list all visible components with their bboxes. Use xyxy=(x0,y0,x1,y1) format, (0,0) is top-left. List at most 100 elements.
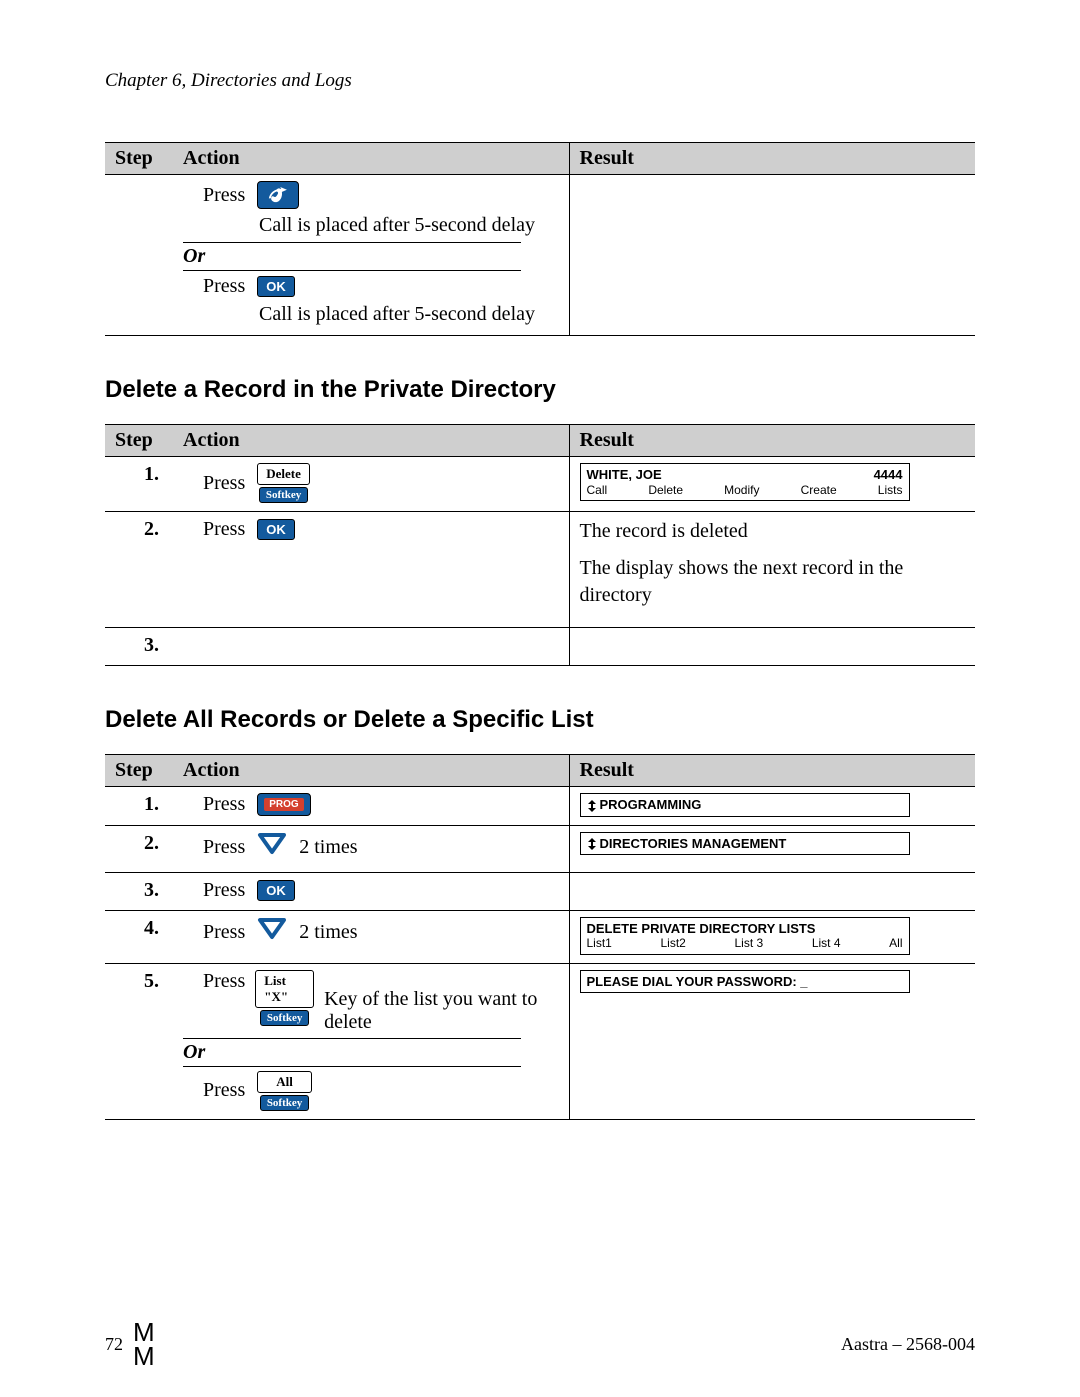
th-action: Action xyxy=(173,755,569,787)
press-label: Press xyxy=(183,1079,245,1102)
display-text: DIRECTORIES MANAGEMENT xyxy=(600,836,787,852)
phone-display: WHITE, JOE 4444 Call Delete Modify Creat… xyxy=(580,463,910,501)
display-opt: All xyxy=(889,936,902,950)
result-cell xyxy=(569,872,975,910)
call-button-icon xyxy=(257,181,299,209)
step-cell: 1. xyxy=(105,457,173,512)
display-name: WHITE, JOE xyxy=(587,467,662,483)
table-delete-all: Step Action Result 1. Press PROG xyxy=(105,754,975,1120)
th-result: Result xyxy=(569,755,975,787)
phone-display: DELETE PRIVATE DIRECTORY LISTS List1 Lis… xyxy=(580,917,910,955)
display-opt: List2 xyxy=(661,936,686,950)
press-label: Press xyxy=(183,879,245,902)
display-text: PROGRAMMING xyxy=(600,797,702,813)
th-result: Result xyxy=(569,425,975,457)
th-step: Step xyxy=(105,425,173,457)
display-title: DELETE PRIVATE DIRECTORY LISTS xyxy=(587,921,903,937)
display-opt: Call xyxy=(587,483,608,497)
page-footer: 72 MM Aastra – 2568-004 xyxy=(0,1320,1080,1369)
press-label: Press xyxy=(183,793,245,816)
action-note: Call is placed after 5-second delay xyxy=(183,302,559,327)
section-heading-delete-record: Delete a Record in the Private Directory xyxy=(105,376,975,404)
step-cell: 3. xyxy=(105,628,173,666)
phone-display: PROGRAMMING xyxy=(580,793,910,817)
press-label: Press xyxy=(183,184,245,207)
action-cell: Press Delete Softkey xyxy=(173,457,569,512)
press-label: Press xyxy=(183,970,245,993)
listx-softkey-icon: List "X" Softkey xyxy=(255,970,314,1026)
softkey-top-label: List "X" xyxy=(255,970,314,1008)
action-cell: Press 2 times xyxy=(173,825,569,872)
th-action: Action xyxy=(173,143,569,175)
result-cell: WHITE, JOE 4444 Call Delete Modify Creat… xyxy=(569,457,975,512)
th-step: Step xyxy=(105,143,173,175)
times-label: 2 times xyxy=(299,836,357,859)
updown-arrows-icon xyxy=(587,797,597,813)
section-heading-delete-all: Delete All Records or Delete a Specific … xyxy=(105,706,975,734)
softkey-bottom-label: Softkey xyxy=(260,1010,309,1026)
action-cell: Press Call is placed after 5-second dela… xyxy=(173,175,569,336)
result-cell: PROGRAMMING xyxy=(569,787,975,826)
phone-display: PLEASE DIAL YOUR PASSWORD: _ xyxy=(580,970,910,994)
step-cell: 4. xyxy=(105,910,173,963)
result-cell xyxy=(569,628,975,666)
step-cell: 1. xyxy=(105,787,173,826)
display-opt: List 4 xyxy=(812,936,841,950)
table-delete-record: Step Action Result 1. Press Delete Softk… xyxy=(105,424,975,666)
result-cell xyxy=(569,175,975,336)
prog-button-icon: PROG xyxy=(257,793,310,816)
action-cell: Press PROG xyxy=(173,787,569,826)
or-divider: Or xyxy=(183,242,521,271)
display-opt: Lists xyxy=(878,483,903,497)
display-number: 4444 xyxy=(874,467,903,483)
doc-reference: Aastra – 2568-004 xyxy=(841,1334,975,1355)
softkey-top-label: All xyxy=(257,1071,312,1093)
display-opt: List1 xyxy=(587,936,612,950)
action-cell: Press OK xyxy=(173,872,569,910)
press-label: Press xyxy=(183,518,245,541)
display-opt: List 3 xyxy=(735,936,764,950)
result-cell: DIRECTORIES MANAGEMENT xyxy=(569,825,975,872)
action-note: Call is placed after 5-second delay xyxy=(183,213,559,238)
th-result: Result xyxy=(569,143,975,175)
all-softkey-icon: All Softkey xyxy=(257,1071,312,1111)
page-number: 72 xyxy=(105,1334,123,1355)
action-cell: Press 2 times xyxy=(173,910,569,963)
th-step: Step xyxy=(105,755,173,787)
updown-arrows-icon xyxy=(587,836,597,852)
action-cell: Press List "X" Softkey Key of the list y… xyxy=(173,963,569,1119)
prog-label: PROG xyxy=(264,798,303,811)
logo-mm-icon: MM xyxy=(133,1320,155,1369)
down-arrow-icon xyxy=(257,917,287,949)
softkey-bottom-label: Softkey xyxy=(260,1095,309,1111)
chapter-header: Chapter 6, Directories and Logs xyxy=(105,70,975,92)
press-label: Press xyxy=(183,836,245,859)
display-opt: Create xyxy=(801,483,837,497)
step-cell: 2. xyxy=(105,512,173,628)
step-cell: 2. xyxy=(105,825,173,872)
table-call-placed: Step Action Result Press Call is xyxy=(105,142,975,336)
key-note: Key of the list you want to delete xyxy=(324,988,558,1034)
result-cell: The record is deleted The display shows … xyxy=(569,512,975,628)
or-divider: Or xyxy=(183,1038,521,1067)
display-text: PLEASE DIAL YOUR PASSWORD: _ xyxy=(587,974,903,990)
action-cell: Press OK xyxy=(173,512,569,628)
step-cell: 3. xyxy=(105,872,173,910)
ok-button-icon: OK xyxy=(257,880,295,901)
display-opt: Delete xyxy=(648,483,683,497)
step-cell: 5. xyxy=(105,963,173,1119)
th-action: Action xyxy=(173,425,569,457)
delete-softkey-icon: Delete Softkey xyxy=(257,463,310,503)
step-cell xyxy=(105,175,173,336)
phone-display: DIRECTORIES MANAGEMENT xyxy=(580,832,910,856)
result-line: The display shows the next record in the… xyxy=(580,555,966,609)
display-opt: Modify xyxy=(724,483,759,497)
press-label: Press xyxy=(183,472,245,495)
result-cell: PLEASE DIAL YOUR PASSWORD: _ xyxy=(569,963,975,1119)
softkey-top-label: Delete xyxy=(257,463,310,485)
action-cell xyxy=(173,628,569,666)
ok-button-icon: OK xyxy=(257,276,295,297)
ok-button-icon: OK xyxy=(257,519,295,540)
result-line: The record is deleted xyxy=(580,518,966,545)
times-label: 2 times xyxy=(299,921,357,944)
